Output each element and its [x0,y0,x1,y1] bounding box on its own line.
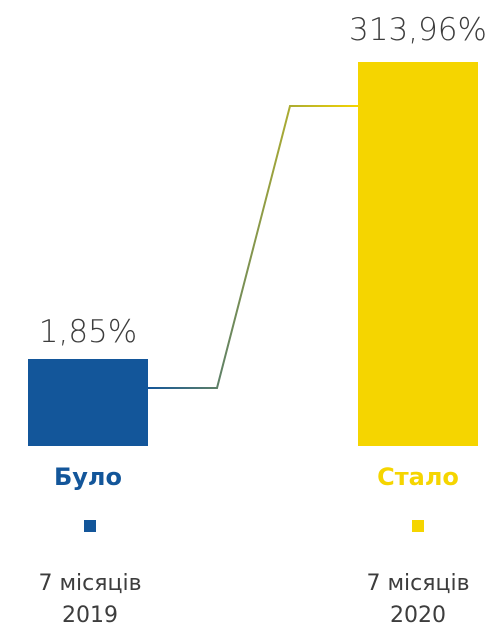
timeline-marker-start [84,520,96,532]
period-after-line1: 7 місяців [366,571,469,596]
period-after-line2: 2020 [390,603,446,628]
period-before-line1: 7 місяців [38,571,141,596]
bar-after [358,62,478,446]
bar-connector-line [148,105,358,389]
bar-before-value-label: 1,85% [39,314,137,350]
category-label-after: Стало [377,463,459,491]
period-before-line2: 2019 [62,603,118,628]
bar-before [28,359,148,446]
category-label-before: Було [54,463,122,491]
bar-after-value-label: 313,96% [349,12,487,48]
timeline-marker-end [412,520,424,532]
